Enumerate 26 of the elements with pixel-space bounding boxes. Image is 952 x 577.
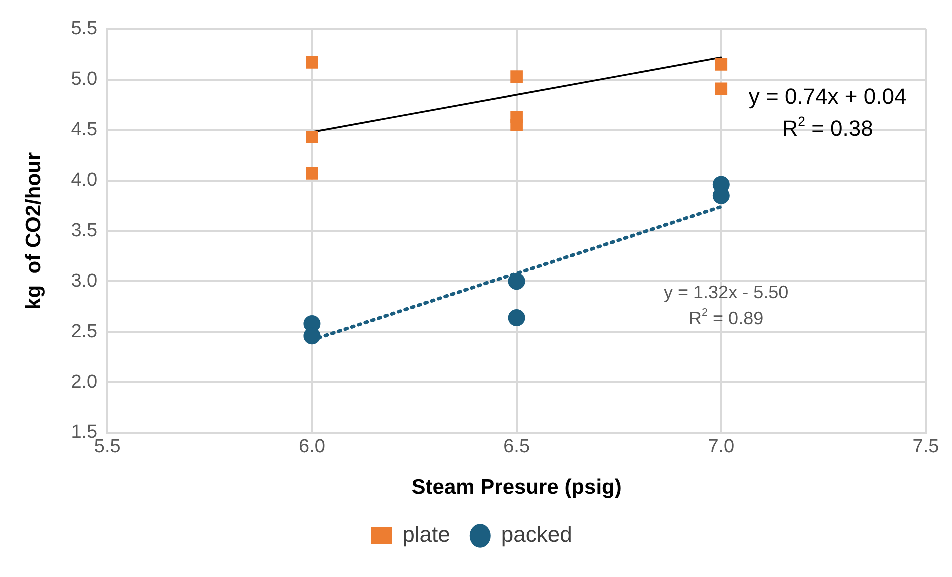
y-tick-label: 5.5 [71,18,98,40]
x-tick-label: 6.0 [299,436,326,458]
legend-label: plate [402,522,450,548]
y-axis-title: kg of CO2/hour [22,152,46,310]
point [715,82,728,96]
y-tick-label: 2.5 [71,321,98,342]
x-tick-label: 7.0 [708,436,735,458]
point [306,56,318,69]
y-tick-label: 5.0 [71,69,98,90]
y-tick-label: 4.5 [71,120,98,141]
y-tick-label: 2.0 [71,372,98,393]
point [715,58,728,71]
x-tick-label: 6.5 [504,436,530,458]
point [306,131,318,144]
x-tick-label: 7.5 [912,436,940,458]
x-axis-title: Steam Presure (psig) [412,476,622,500]
x-tick-label: 5.5 [94,436,121,458]
point [510,70,523,83]
y-tick-label: 3.0 [71,270,98,292]
y-tick-label: 3.5 [71,220,98,242]
point [508,309,526,326]
point [510,119,523,132]
point [508,273,526,290]
legend-label: packed [501,522,572,548]
point [306,168,318,180]
y-tick-label: 4.0 [71,170,98,191]
